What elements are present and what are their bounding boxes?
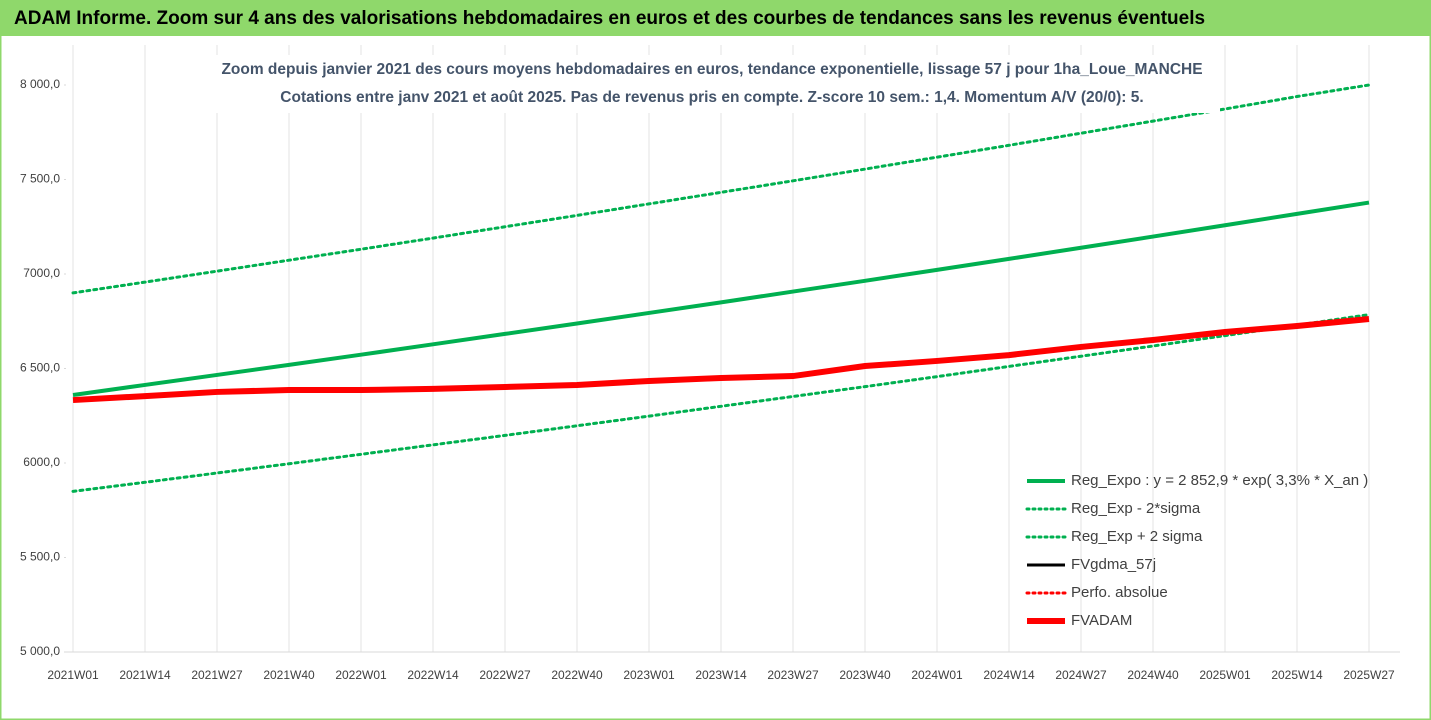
legend-label: Perfo. absolue <box>1071 584 1168 601</box>
x-tick-label: 2024W40 <box>1127 668 1179 682</box>
x-tick-label: 2023W27 <box>767 668 819 682</box>
x-tick-label: 2025W01 <box>1199 668 1251 682</box>
x-tick-label: 2022W40 <box>551 668 603 682</box>
legend-label: FVgdma_57j <box>1071 556 1156 573</box>
plot: 2021W01 2021W14 2021W27 2021W40 2022W01 2022W… <box>20 45 1400 682</box>
x-tick-label: 2021W14 <box>119 668 171 682</box>
legend: Reg_Expo : y = 2 852,9 * exp( 3,3% * X_a… <box>1025 472 1368 629</box>
page-title: ADAM Informe. Zoom sur 4 ans des valoris… <box>14 8 1205 29</box>
x-tick-label: 2023W14 <box>695 668 747 682</box>
x-tick-label: 2021W01 <box>47 668 99 682</box>
y-tick-label: 7 500,0 <box>20 172 60 186</box>
y-tick-label: 8 000,0 <box>20 77 60 91</box>
x-tick-label: 2024W27 <box>1055 668 1107 682</box>
legend-label: Reg_Expo : y = 2 852,9 * exp( 3,3% * X_a… <box>1071 472 1368 489</box>
series-line <box>72 200 1370 397</box>
x-tick-label: 2025W27 <box>1343 668 1395 682</box>
x-tick-label: 2021W40 <box>263 668 315 682</box>
series-line <box>71 313 1371 493</box>
y-tick-label: 6 500,0 <box>20 361 60 375</box>
x-tick-label: 2022W14 <box>407 668 459 682</box>
x-tick-label: 2022W01 <box>335 668 387 682</box>
x-tick-label: 2025W14 <box>1271 668 1323 682</box>
y-tick-label: 7000,0 <box>23 266 60 280</box>
chart-subtitle: Cotations entre janv 2021 et août 2025. … <box>280 89 1143 106</box>
y-tick-label: 5 500,0 <box>20 550 60 564</box>
x-tick-label: 2024W01 <box>911 668 963 682</box>
subtitle-box <box>205 55 1220 113</box>
series-line <box>72 315 1370 404</box>
legend-label: FVADAM <box>1071 612 1132 629</box>
x-tick-label: 2024W14 <box>983 668 1035 682</box>
x-tick-label: 2023W40 <box>839 668 891 682</box>
legend-label: Reg_Exp - 2*sigma <box>1071 500 1201 517</box>
x-tick-label: 2022W27 <box>479 668 531 682</box>
series-line <box>71 83 1371 295</box>
title-bar <box>0 0 1431 36</box>
chart-title: Zoom depuis janvier 2021 des cours moyen… <box>221 61 1202 78</box>
y-tick-label: 6000,0 <box>23 455 60 469</box>
legend-label: Reg_Exp + 2 sigma <box>1071 528 1203 545</box>
y-tick-label: 5 000,0 <box>20 644 60 658</box>
x-tick-label: 2023W01 <box>623 668 675 682</box>
x-tick-label: 2021W27 <box>191 668 243 682</box>
